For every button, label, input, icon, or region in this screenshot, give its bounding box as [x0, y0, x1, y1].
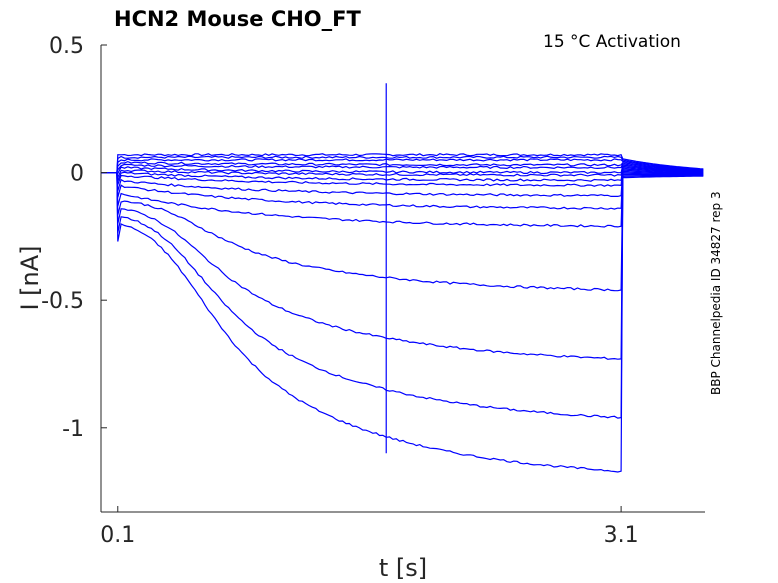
chart-annotation: 15 °C Activation	[543, 32, 681, 52]
trace-line	[101, 155, 704, 174]
plot-area	[101, 45, 705, 512]
y-tick-label: -0.5	[41, 289, 84, 314]
trace-line	[101, 172, 704, 360]
x-tick-label: 0.1	[100, 523, 135, 548]
traces	[101, 83, 704, 473]
trace-line	[101, 170, 704, 210]
trace-line	[101, 164, 704, 175]
trace-line	[101, 172, 704, 473]
y-tick-label: 0.5	[49, 34, 84, 59]
trace-line	[101, 172, 704, 292]
trace-line	[101, 166, 704, 182]
y-tick-label: 0	[70, 162, 84, 187]
axes	[100, 45, 705, 513]
trace-line	[101, 160, 704, 174]
ticks: 0.5 0 -0.5 -1 0.1 3.1	[41, 34, 639, 548]
trace-line	[101, 168, 704, 187]
y-axis-label: I [nA]	[16, 245, 44, 310]
trace-line	[101, 172, 704, 419]
x-tick-label: 3.1	[604, 523, 639, 548]
trace-line	[101, 169, 704, 197]
trace-line	[101, 153, 704, 174]
trace-line	[101, 171, 704, 228]
side-label: BBP Channelpedia ID 34827 rep 3	[709, 191, 723, 395]
chart-title: HCN2 Mouse CHO_FT	[114, 7, 361, 31]
trace-line	[101, 163, 704, 174]
trace-line	[101, 158, 704, 174]
x-axis-label: t [s]	[379, 554, 427, 582]
y-tick-label: -1	[62, 417, 84, 442]
trace-line	[101, 165, 704, 180]
